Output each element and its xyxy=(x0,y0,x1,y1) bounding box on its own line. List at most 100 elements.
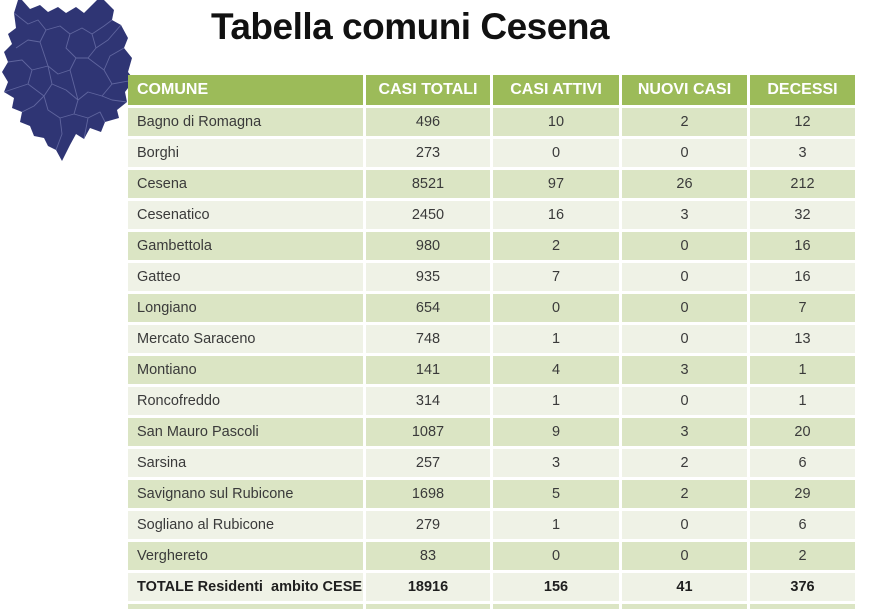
value-cell: 2 xyxy=(622,480,750,511)
value-cell: 32 xyxy=(750,201,855,232)
value-cell: 2 xyxy=(622,108,750,139)
value-cell: 41 xyxy=(622,573,750,604)
table-row: Sarsina 257 3 2 6 xyxy=(128,449,855,480)
value-cell: 935 xyxy=(366,263,493,294)
value-cell: 2450 xyxy=(366,201,493,232)
value-cell: 2 xyxy=(750,542,855,573)
value-cell: 0 xyxy=(622,542,750,573)
value-cell: 496 xyxy=(366,108,493,139)
column-header: DECESSI xyxy=(750,75,855,108)
comune-cell: Bagno di Romagna xyxy=(128,108,366,139)
table-row: Borghi 273 0 0 3 xyxy=(128,139,855,170)
table-row: Longiano 654 0 0 7 xyxy=(128,294,855,325)
table-container: COMUNE CASI TOTALI CASI ATTIVI NUOVI CASI DE… xyxy=(128,75,855,609)
comune-cell: TOTALE Residenti ambito CESENA xyxy=(128,573,366,604)
value-cell: 1087 xyxy=(366,418,493,449)
value-cell: 0 xyxy=(622,511,750,542)
value-cell: 29 xyxy=(750,480,855,511)
comune-cell: Savignano sul Rubicone xyxy=(128,480,366,511)
value-cell: 3 xyxy=(493,449,622,480)
value-cell xyxy=(622,604,750,609)
value-cell: 4 xyxy=(493,356,622,387)
value-cell: 314 xyxy=(366,387,493,418)
value-cell: 0 xyxy=(622,387,750,418)
value-cell: 1 xyxy=(493,387,622,418)
table-row: Montiano 141 4 3 1 xyxy=(128,356,855,387)
value-cell: 0 xyxy=(622,232,750,263)
comune-cell xyxy=(128,604,366,609)
value-cell: 6 xyxy=(750,449,855,480)
value-cell: 2 xyxy=(622,449,750,480)
value-cell: 1 xyxy=(493,325,622,356)
value-cell xyxy=(493,604,622,609)
table-row: Gambettola 980 2 0 16 xyxy=(128,232,855,263)
comune-cell: Roncofreddo xyxy=(128,387,366,418)
comune-cell: San Mauro Pascoli xyxy=(128,418,366,449)
value-cell: 83 xyxy=(366,542,493,573)
value-cell: 5 xyxy=(493,480,622,511)
comune-cell: Longiano xyxy=(128,294,366,325)
table-row: Bagno di Romagna 496 10 2 12 xyxy=(128,108,855,139)
value-cell: 3 xyxy=(750,139,855,170)
value-cell: 156 xyxy=(493,573,622,604)
value-cell: 376 xyxy=(750,573,855,604)
table-row: Gatteo 935 7 0 16 xyxy=(128,263,855,294)
value-cell: 1698 xyxy=(366,480,493,511)
table-row: Mercato Saraceno 748 1 0 13 xyxy=(128,325,855,356)
value-cell: 26 xyxy=(622,170,750,201)
value-cell: 18916 xyxy=(366,573,493,604)
cutoff-row xyxy=(128,604,855,609)
value-cell: 16 xyxy=(493,201,622,232)
value-cell: 2 xyxy=(493,232,622,263)
comune-cell: Sarsina xyxy=(128,449,366,480)
value-cell: 13 xyxy=(750,325,855,356)
value-cell: 748 xyxy=(366,325,493,356)
value-cell: 1 xyxy=(493,511,622,542)
value-cell: 980 xyxy=(366,232,493,263)
value-cell: 654 xyxy=(366,294,493,325)
comuni-table: COMUNE CASI TOTALI CASI ATTIVI NUOVI CASI DE… xyxy=(128,75,855,609)
comune-cell: Gambettola xyxy=(128,232,366,263)
comune-cell: Montiano xyxy=(128,356,366,387)
value-cell: 97 xyxy=(493,170,622,201)
column-header: COMUNE xyxy=(128,75,366,108)
comune-cell: Verghereto xyxy=(128,542,366,573)
value-cell: 141 xyxy=(366,356,493,387)
comune-cell: Cesenatico xyxy=(128,201,366,232)
value-cell: 212 xyxy=(750,170,855,201)
value-cell: 0 xyxy=(622,294,750,325)
value-cell: 273 xyxy=(366,139,493,170)
value-cell: 10 xyxy=(493,108,622,139)
value-cell: 1 xyxy=(750,356,855,387)
column-header: CASI ATTIVI xyxy=(493,75,622,108)
table-row: Roncofreddo 314 1 0 1 xyxy=(128,387,855,418)
value-cell: 0 xyxy=(493,139,622,170)
value-cell: 8521 xyxy=(366,170,493,201)
value-cell: 3 xyxy=(622,356,750,387)
comune-cell: Mercato Saraceno xyxy=(128,325,366,356)
value-cell: 257 xyxy=(366,449,493,480)
comune-cell: Gatteo xyxy=(128,263,366,294)
table-row: San Mauro Pascoli 1087 9 3 20 xyxy=(128,418,855,449)
value-cell: 20 xyxy=(750,418,855,449)
comune-cell: Cesena xyxy=(128,170,366,201)
value-cell xyxy=(366,604,493,609)
value-cell: 16 xyxy=(750,232,855,263)
table-row: Cesena 8521 97 26 212 xyxy=(128,170,855,201)
header-row: COMUNE CASI TOTALI CASI ATTIVI NUOVI CASI DE… xyxy=(128,75,855,108)
comune-cell: Borghi xyxy=(128,139,366,170)
table-row: Cesenatico 2450 16 3 32 xyxy=(128,201,855,232)
value-cell: 7 xyxy=(750,294,855,325)
value-cell: 12 xyxy=(750,108,855,139)
value-cell: 1 xyxy=(750,387,855,418)
comune-cell: Sogliano al Rubicone xyxy=(128,511,366,542)
column-header: NUOVI CASI xyxy=(622,75,750,108)
value-cell: 3 xyxy=(622,201,750,232)
table-row: Verghereto 83 0 0 2 xyxy=(128,542,855,573)
total-row: TOTALE Residenti ambito CESENA 18916 156 41… xyxy=(128,573,855,604)
value-cell: 3 xyxy=(622,418,750,449)
value-cell: 279 xyxy=(366,511,493,542)
column-header: CASI TOTALI xyxy=(366,75,493,108)
value-cell: 0 xyxy=(622,263,750,294)
